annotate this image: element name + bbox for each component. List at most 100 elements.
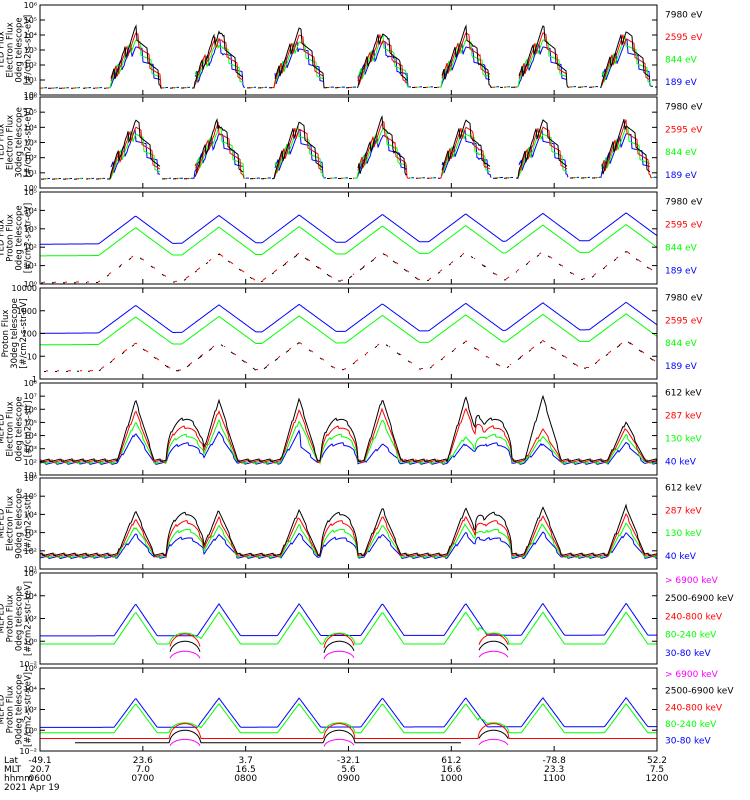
y-tick-label: 10²	[24, 458, 37, 467]
legend-entry: 30-80 keV	[665, 737, 711, 747]
series-line-p5-2	[39, 407, 658, 464]
series-line-p1-2	[40, 33, 657, 88]
series-line-p6-2	[39, 513, 658, 559]
chart-panel-6: 10¹ 10² 10³ 10⁴ 10⁵ 10⁶ MEPED Electron Flux 90de…	[0, 474, 702, 574]
legend-entry: 30-80 keV	[665, 649, 711, 659]
series-line-p8-2	[75, 729, 509, 744]
series-line-p8-4	[40, 703, 657, 734]
y-tick-label: 10⁶	[24, 569, 37, 578]
y-axis-label-line: 0deg telescope	[15, 396, 25, 461]
footer-hhmm-value: 1200	[646, 774, 669, 784]
legend-entry: 612 keV	[665, 484, 702, 494]
y-tick-label: 10⁶	[24, 93, 37, 102]
y-tick-label: 10⁵	[24, 108, 37, 117]
footer-lat-value: -32.1	[337, 756, 360, 766]
legend-entry: > 6900 keV	[665, 670, 719, 680]
legend-entry: 7980 eV	[665, 294, 703, 304]
legend-entry: 844 eV	[665, 244, 698, 254]
series-line-p1-3	[42, 34, 652, 89]
legend-entry: 2595 eV	[665, 316, 703, 326]
legend-entry: 2500-6900 keV	[665, 687, 734, 697]
series-line-p2-1	[41, 114, 651, 180]
y-axis-label-line: Electron Flux	[6, 496, 16, 551]
legend-entry: 2595 eV	[665, 125, 703, 135]
footer-mlt-value: 23.3	[544, 765, 564, 775]
legend-entry: 189 eV	[665, 362, 698, 372]
y-tick-label: 10²	[24, 154, 37, 163]
y-tick-label: 10⁵	[24, 188, 37, 197]
y-tick-label: 10⁶	[24, 474, 37, 483]
footer-hhmm-value: 0600	[29, 774, 52, 784]
y-axis-label-line: [#/cm2-s-str-eV]	[24, 15, 34, 85]
legend-entry: 80-240 keV	[665, 631, 717, 641]
y-axis-label-line: [#/cm2-s-str]	[24, 495, 34, 552]
series-line-p7-1	[169, 650, 509, 660]
y-tick-label: 10⁴	[24, 206, 37, 215]
y-axis-label-line: 30deg telescope	[15, 107, 25, 178]
series-line-p4-2	[46, 340, 656, 372]
y-tick-label: 10⁻²	[19, 660, 37, 669]
chart-panel-7: 10⁻² 10⁰ 10² 10⁴ 10⁶ MEPED Proton Flux 0deg tel…	[0, 569, 734, 669]
chart-panel-2: 10⁰ 10¹ 10² 10³ 10⁴ 10⁵ 10⁶ TED Flux Electron Fl…	[0, 93, 703, 193]
y-axis-label-line: MEPED	[0, 508, 7, 538]
legend-entry: > 6900 keV	[665, 576, 719, 586]
y-axis-label-line: [#/cm2-s-str-eV]	[24, 203, 34, 273]
legend-entry: 189 eV	[665, 267, 698, 277]
footer-lat-value: 61.2	[441, 756, 461, 766]
legend-entry: 612 keV	[665, 389, 702, 399]
series-line-p5-4	[39, 429, 658, 466]
chart-panel-8: 10⁻² 10⁰ 10² 10⁴ 10⁶ MEPED Proton Flux 90deg te…	[0, 664, 734, 756]
series-line-p4-4	[40, 301, 658, 334]
series-line-p6-1	[39, 503, 658, 557]
series-line-p6-3	[39, 522, 658, 559]
y-tick-label: 10⁷	[24, 392, 37, 401]
legend-entry: 7980 eV	[665, 103, 703, 113]
y-tick-label: 1000	[17, 307, 37, 316]
y-axis-label-line: Electron Flux	[6, 22, 16, 77]
y-tick-label: 10²	[24, 615, 37, 624]
footer-lat-value: 3.7	[239, 756, 253, 766]
chart-panel-3: 10⁰ 10¹ 10² 10³ 10⁴ 10⁵ TED Flux Proton Flux 0de…	[0, 188, 703, 289]
y-axis-label-line: [#/cm2-s-str-keV]	[24, 581, 34, 656]
footer-lat-value: 52.2	[647, 756, 667, 766]
series-line-p2-2	[43, 119, 652, 180]
y-tick-label: 10⁴	[24, 592, 37, 601]
y-tick-label: 10¹	[24, 169, 37, 178]
y-axis-label-line: 90deg telescope	[15, 488, 25, 559]
y-tick-label: 10¹	[24, 76, 37, 85]
series-line-p4-1	[44, 341, 654, 372]
y-tick-label: 1	[32, 375, 37, 384]
y-tick-label: 10⁶	[24, 1, 37, 10]
legend-entry: 40 keV	[665, 552, 697, 562]
legend-entry: 7980 eV	[665, 10, 703, 20]
legend-entry: 189 eV	[665, 78, 698, 88]
y-axis-label-line: MEPED	[0, 603, 7, 633]
legend-entry: 2595 eV	[665, 221, 703, 231]
legend-entry: 844 eV	[665, 148, 698, 158]
legend-entry: 130 keV	[665, 435, 702, 445]
footer-mlt-value: 7.5	[650, 765, 664, 775]
series-line-p8-1	[169, 738, 509, 747]
y-tick-label: 10⁰	[24, 726, 37, 735]
y-axis-label-line: 30deg telescope	[10, 298, 20, 369]
y-tick-label: 10⁵	[24, 492, 37, 501]
footer-mlt-value: 7.0	[136, 765, 151, 775]
y-axis-label-line: Electron Flux	[6, 115, 16, 170]
y-axis-label-line: 0deg telescope	[15, 586, 25, 651]
legend-entry: 240-800 keV	[665, 703, 723, 713]
y-axis-label-line: Proton Flux	[6, 595, 16, 643]
plot-frame	[39, 96, 658, 189]
y-tick-label: 10⁸	[24, 379, 37, 388]
y-tick-label: 10⁶	[24, 664, 37, 673]
footer-lat-value: -49.1	[28, 756, 51, 766]
y-tick-label: 10⁰	[24, 91, 37, 100]
y-axis-label-line: Proton Flux	[1, 310, 11, 358]
series-line-p3-2	[42, 251, 653, 283]
series-line-p8-3	[40, 723, 657, 739]
footer-lat-value: -78.8	[543, 756, 567, 766]
chart-panel-5: 10¹ 10² 10³ 10⁴ 10⁵ 10⁶ 10⁷ 10⁸ MEPED Electron Fl…	[0, 379, 702, 480]
y-axis-label-line: Proton Flux	[6, 214, 16, 262]
